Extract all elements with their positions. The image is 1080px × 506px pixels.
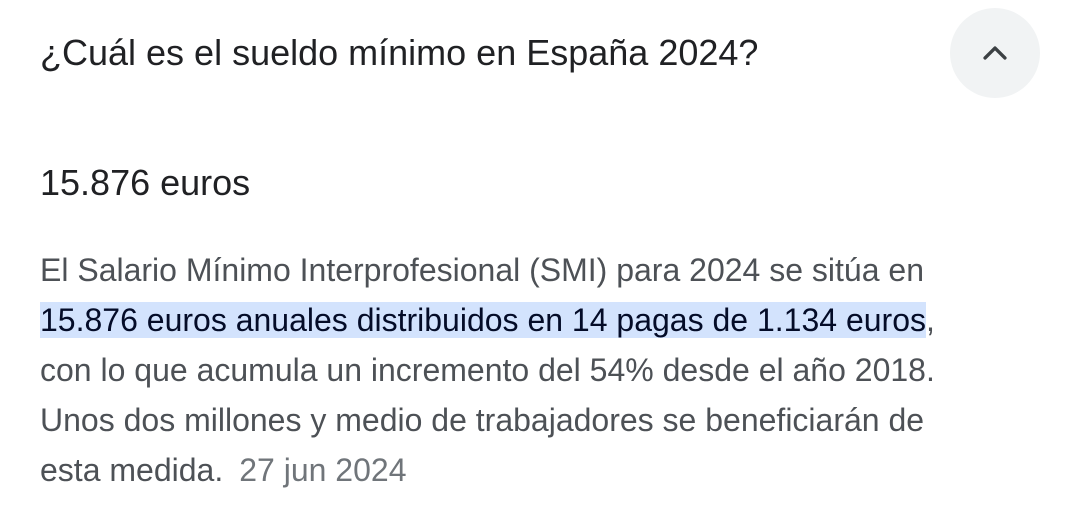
- comma-text: ,: [925, 302, 935, 338]
- answer-heading: 15.876 euros: [40, 162, 251, 203]
- description-line-2: 15.876 euros anuales distribuidos en 14 …: [40, 295, 1050, 345]
- description-line-3: con lo que acumula un incremento del 54%…: [40, 352, 935, 388]
- answer-description: El Salario Mínimo Interprofesional (SMI)…: [40, 245, 1050, 495]
- collapse-button[interactable]: [950, 8, 1040, 98]
- description-line-4: Unos dos millones y medio de trabajadore…: [40, 402, 925, 438]
- description-line-5: esta medida. 27 jun 2024: [40, 445, 1050, 495]
- description-line-1: El Salario Mínimo Interprofesional (SMI)…: [40, 252, 924, 288]
- faq-question[interactable]: ¿Cuál es el sueldo mínimo en España 2024…: [40, 32, 759, 73]
- source-date: 27 jun 2024: [239, 452, 407, 488]
- chevron-up-icon: [983, 46, 1007, 60]
- description-end-text: esta medida.: [40, 452, 224, 488]
- highlighted-answer: 15.876 euros anuales distribuidos en 14 …: [40, 302, 926, 338]
